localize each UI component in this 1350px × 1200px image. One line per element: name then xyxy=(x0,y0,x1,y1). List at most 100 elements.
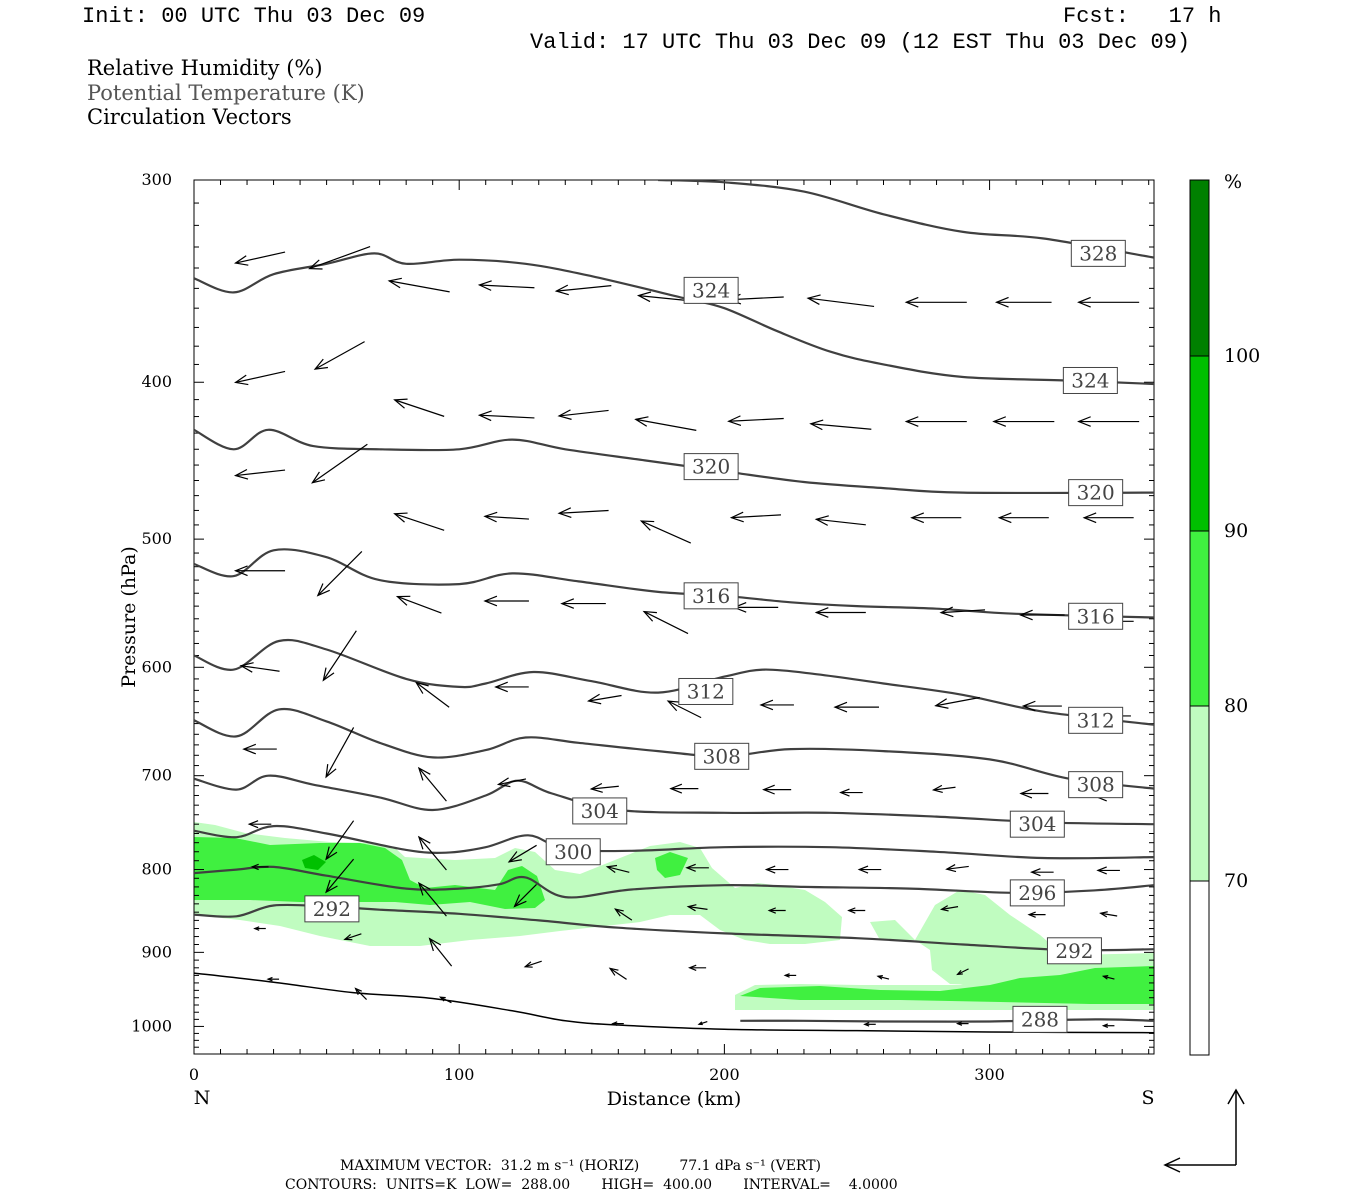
circulation-vector xyxy=(1101,975,1115,980)
circulation-vector xyxy=(814,515,866,526)
south-label: S xyxy=(1141,1087,1154,1109)
theta-contour-288 xyxy=(740,1018,1154,1023)
svg-text:304: 304 xyxy=(1018,812,1056,836)
x-tick-label: 100 xyxy=(444,1065,475,1084)
valid-time: Valid: 17 UTC Thu 03 Dec 09 (12 EST Thu … xyxy=(530,30,1191,55)
colorbar-unit: % xyxy=(1224,171,1242,193)
svg-text:288: 288 xyxy=(1021,1007,1059,1031)
circulation-vector xyxy=(325,820,355,861)
colorbar-band-90 xyxy=(1190,356,1209,531)
circulation-vector xyxy=(806,294,875,308)
circulation-vector xyxy=(417,881,447,917)
colorbar-band-below xyxy=(1190,881,1209,1055)
circulation-vector xyxy=(608,967,627,980)
circulation-vector xyxy=(767,907,786,914)
circulation-vector xyxy=(1096,866,1120,875)
circulation-vector xyxy=(477,280,535,291)
contour-label-324: 324 xyxy=(683,276,739,304)
reference-vector xyxy=(1163,1088,1245,1173)
circulation-vector xyxy=(233,251,286,266)
circulation-vector xyxy=(686,904,708,912)
circulation-vector xyxy=(931,784,956,793)
svg-text:296: 296 xyxy=(1018,881,1056,905)
colorbar-band-80 xyxy=(1190,531,1209,706)
legend-potential-temperature: Potential Temperature (K) xyxy=(87,81,365,105)
circulation-vector xyxy=(639,520,692,544)
circulation-vector xyxy=(483,511,529,523)
circulation-vector xyxy=(759,699,794,711)
svg-text:308: 308 xyxy=(703,744,741,768)
y-tick-label: 800 xyxy=(141,860,172,879)
circulation-vector xyxy=(939,905,959,912)
contour-label-324: 324 xyxy=(1062,366,1118,394)
circulation-vector xyxy=(513,884,537,908)
circulation-vector xyxy=(1077,416,1140,427)
circulation-vector xyxy=(507,844,537,863)
circulation-vector xyxy=(496,777,527,788)
circulation-vector xyxy=(997,512,1049,524)
contour-label-320: 320 xyxy=(683,453,739,481)
svg-text:292: 292 xyxy=(1055,939,1093,963)
circulation-vector xyxy=(311,443,368,484)
circulation-vector xyxy=(634,416,697,431)
circulation-vector xyxy=(393,512,445,531)
theta-contour-320 xyxy=(194,428,1154,495)
circulation-vector xyxy=(994,296,1052,308)
y-axis-title: Pressure (hPa) xyxy=(118,546,140,688)
circulation-vector xyxy=(1019,609,1065,621)
circulation-vector xyxy=(557,409,609,420)
svg-text:320: 320 xyxy=(1077,481,1115,505)
circulation-vector xyxy=(494,681,529,693)
circulation-vector xyxy=(904,416,967,427)
circulation-vector xyxy=(233,468,286,480)
colorbar-frame xyxy=(1189,179,1210,1056)
theta-contour-296 xyxy=(194,865,1154,899)
circulation-vector xyxy=(1099,911,1118,918)
init-time: Init: 00 UTC Thu 03 Dec 09 xyxy=(82,4,426,29)
circulation-vector xyxy=(325,727,355,779)
colorbar-band-100 xyxy=(1190,180,1209,356)
y-tick-label: 700 xyxy=(141,766,172,785)
circulation-vector xyxy=(729,511,781,523)
circulation-vector xyxy=(387,277,450,293)
circulation-vector xyxy=(308,246,371,270)
circulation-vector xyxy=(814,607,866,618)
circulation-vector xyxy=(945,864,969,873)
rh-colorbar: % 100 90 80 70 xyxy=(1189,171,1260,1056)
circulation-vector xyxy=(939,606,986,618)
circulation-vector xyxy=(1027,911,1046,918)
circulation-vector xyxy=(393,398,445,417)
circulation-vector xyxy=(1077,296,1140,308)
circulation-vector xyxy=(250,863,269,871)
contour-label-304: 304 xyxy=(572,797,628,825)
rh-90-region xyxy=(302,855,326,870)
theta-contour-316 xyxy=(194,548,1154,619)
circulation-vector xyxy=(483,595,529,607)
contour-label-316: 316 xyxy=(1068,602,1124,630)
circulation-vector xyxy=(438,996,452,1004)
contour-label-300: 300 xyxy=(545,838,601,866)
circulation-vector xyxy=(1082,512,1134,524)
contour-label-312: 312 xyxy=(678,677,734,705)
circulation-vector xyxy=(316,551,363,597)
contour-label-296: 296 xyxy=(1009,879,1065,907)
circulation-vector xyxy=(477,410,535,422)
circulation-vector xyxy=(605,864,630,874)
svg-text:304: 304 xyxy=(581,799,619,823)
circulation-vector xyxy=(833,701,879,713)
theta-contour-304 xyxy=(194,774,1154,826)
circulation-vector xyxy=(586,693,622,705)
y-tick-label: 300 xyxy=(141,170,172,189)
circulation-vector xyxy=(417,835,447,871)
circulation-vector xyxy=(354,987,367,1000)
circulation-vector xyxy=(762,784,792,795)
legend-circulation-vectors: Circulation Vectors xyxy=(87,105,292,129)
circulation-vector xyxy=(322,630,357,682)
rh-80-region xyxy=(194,837,545,909)
circulation-vector xyxy=(523,960,542,968)
circulation-vector xyxy=(266,976,280,982)
circulation-vector xyxy=(1030,868,1054,877)
circulation-vector xyxy=(876,975,890,980)
legend-relative-humidity: Relative Humidity (%) xyxy=(87,56,323,80)
